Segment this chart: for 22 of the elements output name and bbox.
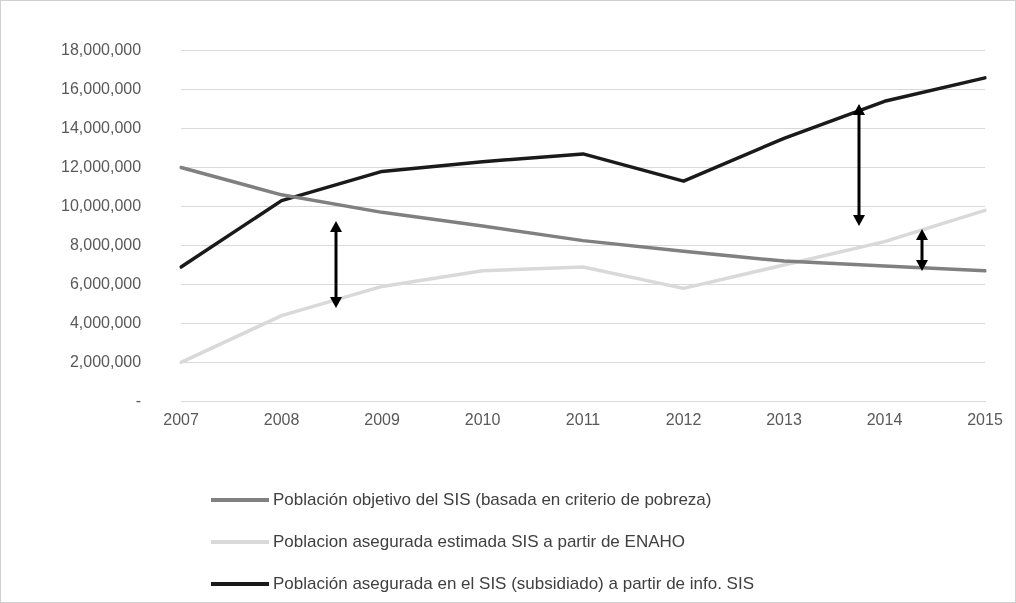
legend-label: Población objetivo del SIS (basada en criterio de pobreza) xyxy=(273,490,712,510)
y-tick-label: 6,000,000 xyxy=(69,274,142,292)
y-tick-label: 8,000,000 xyxy=(69,235,142,253)
x-tick-label: 2012 xyxy=(665,411,702,429)
y-tick-label: 12,000,000 xyxy=(61,157,142,175)
x-tick-label: 2014 xyxy=(866,411,903,429)
y-tick-label: 18,000,000 xyxy=(61,41,142,59)
y-tick-label: 16,000,000 xyxy=(61,79,142,97)
y-tick-label: 14,000,000 xyxy=(61,118,142,136)
legend-label: Poblacion asegurada estimada SIS a partir de ENAHO xyxy=(273,532,686,552)
x-tick-label: 2009 xyxy=(364,411,400,429)
y-tick-label: 10,000,000 xyxy=(61,196,142,214)
y-tick-label: 4,000,000 xyxy=(69,313,142,331)
legend-label: Población asegurada en el SIS (subsidiado) a partir de info. SIS xyxy=(273,574,755,594)
y-tick-label: 2,000,000 xyxy=(69,352,142,370)
x-tick-label: 2015 xyxy=(967,411,1003,429)
x-tick-label: 2013 xyxy=(766,411,802,429)
x-tick-label: 2007 xyxy=(163,411,199,429)
x-tick-label: 2008 xyxy=(263,411,300,429)
x-tick-label: 2011 xyxy=(565,411,601,429)
y-tick-label: - xyxy=(135,391,142,409)
x-tick-label: 2010 xyxy=(464,411,501,429)
